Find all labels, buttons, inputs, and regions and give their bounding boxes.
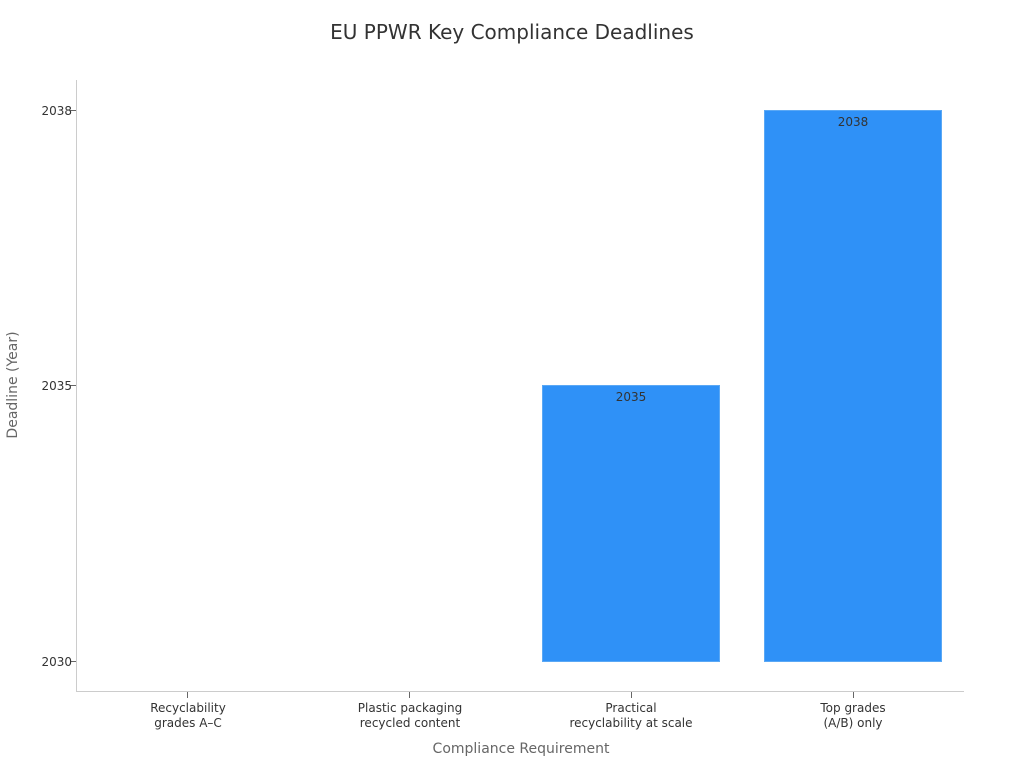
y-tick-label: 2030 xyxy=(41,655,72,669)
y-tick-label: 2035 xyxy=(41,379,72,393)
bar-value-label: 2038 xyxy=(837,115,869,129)
y-tick-label: 2038 xyxy=(41,104,72,118)
y-tick xyxy=(70,661,76,662)
chart-title: EU PPWR Key Compliance Deadlines xyxy=(330,20,694,44)
x-tick xyxy=(853,692,854,698)
x-tick-label-line: Top grades xyxy=(820,701,886,715)
x-tick-label: Recyclability grades A–C xyxy=(88,701,288,731)
x-axis-line xyxy=(76,691,964,692)
x-tick-label-line: grades A–C xyxy=(154,716,222,730)
x-tick-label-line: Practical xyxy=(605,701,657,715)
x-tick-label: Plastic packaging recycled content xyxy=(310,701,510,731)
x-tick-label-line: recyclability at scale xyxy=(569,716,693,730)
x-tick xyxy=(631,692,632,698)
x-tick-label-line: recycled content xyxy=(359,716,461,730)
x-tick-label-line: Plastic packaging xyxy=(357,701,463,715)
x-axis-label: Compliance Requirement xyxy=(432,741,610,757)
x-tick xyxy=(187,692,188,698)
bar-top-grades: 2038 xyxy=(764,110,942,662)
y-axis-line xyxy=(76,80,77,692)
y-tick xyxy=(70,385,76,386)
y-tick xyxy=(70,110,76,111)
x-tick-label-line: Recyclability xyxy=(150,701,226,715)
y-axis-label: Deadline (Year) xyxy=(5,331,21,439)
x-tick-label: Top grades (A/B) only xyxy=(753,701,953,731)
x-tick xyxy=(409,692,410,698)
bar-value-label: 2035 xyxy=(615,390,647,404)
x-tick-label: Practical recyclability at scale xyxy=(531,701,731,731)
bar-practical-recyclability: 2035 xyxy=(542,385,720,662)
x-tick-label-line: (A/B) only xyxy=(823,716,883,730)
